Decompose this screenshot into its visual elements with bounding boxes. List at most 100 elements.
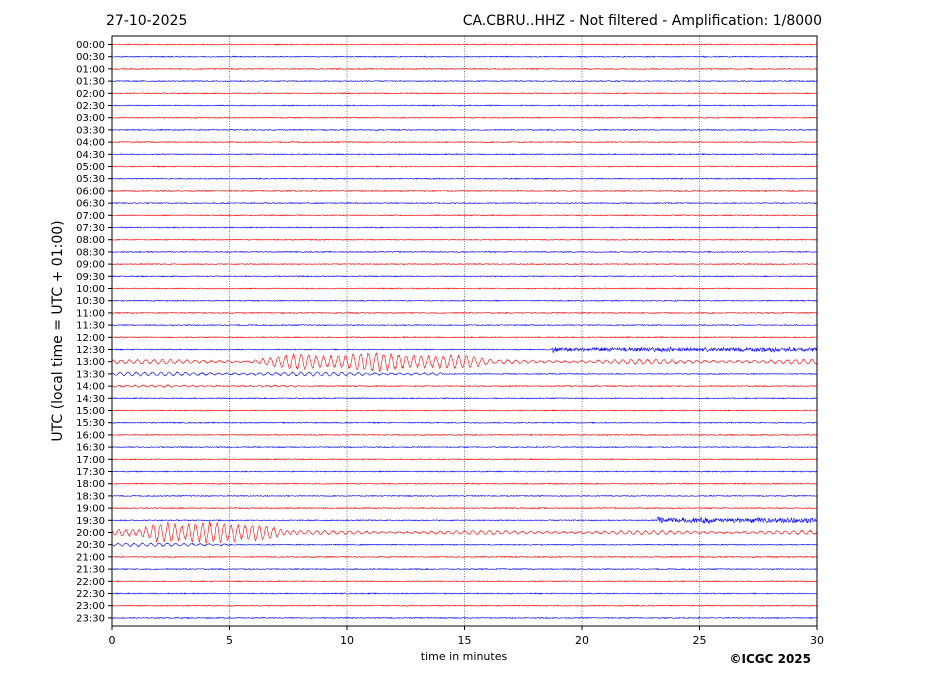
trace-line [111, 567, 818, 571]
trace-line [111, 177, 818, 180]
row-label: 06:30 [76, 199, 105, 210]
trace-line [111, 555, 818, 559]
row-label: 02:00 [76, 89, 105, 100]
copyright-label: ©ICGC 2025 [729, 652, 811, 666]
trace-line [111, 542, 818, 548]
row-label: 11:00 [76, 308, 105, 319]
trace-line [111, 336, 818, 339]
row-label: 22:00 [76, 577, 105, 588]
trace-line [111, 165, 818, 168]
row-label: 22:30 [76, 589, 105, 600]
x-tick-label: 5 [226, 634, 233, 647]
trace-line [111, 104, 818, 107]
row-label: 07:30 [76, 223, 105, 234]
trace-line [111, 238, 818, 241]
date-label: 27-10-2025 [106, 13, 187, 29]
row-label: 23:30 [76, 613, 105, 624]
row-label: 09:00 [76, 260, 105, 271]
trace-line [111, 470, 818, 473]
trace-line [111, 116, 818, 119]
trace-line [111, 311, 818, 315]
row-label: 03:30 [76, 125, 105, 136]
trace-line [111, 397, 818, 400]
trace-line [111, 384, 818, 388]
trace-line [111, 580, 818, 583]
chart-title: CA.CBRU..HHZ - Not filtered - Amplificat… [463, 13, 822, 29]
trace-line [111, 128, 818, 132]
row-label: 11:30 [76, 321, 105, 332]
row-label: 19:00 [76, 504, 105, 515]
row-label: 21:00 [76, 552, 105, 563]
row-label: 09:30 [76, 272, 105, 283]
row-label: 15:30 [76, 418, 105, 429]
trace-line [111, 516, 818, 525]
x-tick-label: 25 [693, 634, 707, 647]
trace-line [111, 323, 818, 327]
row-label: 16:00 [76, 430, 105, 441]
row-label: 15:00 [76, 406, 105, 417]
trace-line [111, 371, 818, 377]
row-label: 08:30 [76, 247, 105, 258]
x-axis-label: time in minutes [421, 650, 508, 663]
row-label: 00:00 [76, 40, 105, 51]
row-label: 07:00 [76, 211, 105, 222]
trace-line [111, 421, 818, 424]
row-label: 01:30 [76, 77, 105, 88]
row-label: 14:00 [76, 382, 105, 393]
row-label: 05:00 [76, 162, 105, 173]
row-label: 04:30 [76, 150, 105, 161]
trace-line [111, 494, 818, 498]
grid [229, 36, 700, 626]
row-label: 20:30 [76, 540, 105, 551]
row-label: 16:30 [76, 443, 105, 454]
trace-line [111, 592, 818, 595]
row-label: 13:30 [76, 369, 105, 380]
row-label: 18:00 [76, 479, 105, 490]
trace-line [111, 345, 818, 354]
x-tick-label: 15 [458, 634, 472, 647]
row-label: 01:00 [76, 64, 105, 75]
row-label: 03:00 [76, 113, 105, 124]
row-label: 00:30 [76, 52, 105, 63]
row-label: 23:00 [76, 601, 105, 612]
trace-line [111, 506, 818, 510]
row-label: 14:30 [76, 394, 105, 405]
trace-line [111, 55, 818, 58]
row-label: 02:30 [76, 101, 105, 112]
trace-line [111, 433, 818, 437]
trace-line [111, 43, 818, 46]
row-label: 05:30 [76, 174, 105, 185]
row-label: 17:00 [76, 455, 105, 466]
seismic-traces [111, 43, 818, 620]
trace-line [111, 226, 818, 229]
trace-line [111, 458, 818, 461]
trace-line [111, 250, 818, 254]
trace-line [111, 201, 818, 205]
trace-line [111, 262, 818, 266]
trace-line [111, 604, 818, 607]
trace-line [111, 67, 818, 71]
trace-line [111, 189, 818, 193]
x-axis: 0 5 10 15 20 25 30 [109, 626, 824, 647]
row-label: 21:30 [76, 565, 105, 576]
trace-line [111, 482, 818, 485]
x-tick-label: 0 [109, 634, 116, 647]
row-label: 12:30 [76, 345, 105, 356]
row-label: 17:30 [76, 467, 105, 478]
row-label: 10:30 [76, 296, 105, 307]
trace-line [111, 275, 818, 278]
trace-line [111, 79, 818, 83]
trace-line [111, 616, 818, 620]
row-label: 13:00 [76, 357, 105, 368]
row-label: 19:30 [76, 516, 105, 527]
row-label: 12:00 [76, 333, 105, 344]
trace-line [111, 445, 818, 449]
row-label: 20:00 [76, 528, 105, 539]
x-tick-label: 10 [340, 634, 354, 647]
x-tick-label: 30 [810, 634, 824, 647]
trace-line [111, 140, 818, 144]
y-axis-label: UTC (local time = UTC + 01:00) [50, 220, 66, 441]
row-label: 10:00 [76, 284, 105, 295]
